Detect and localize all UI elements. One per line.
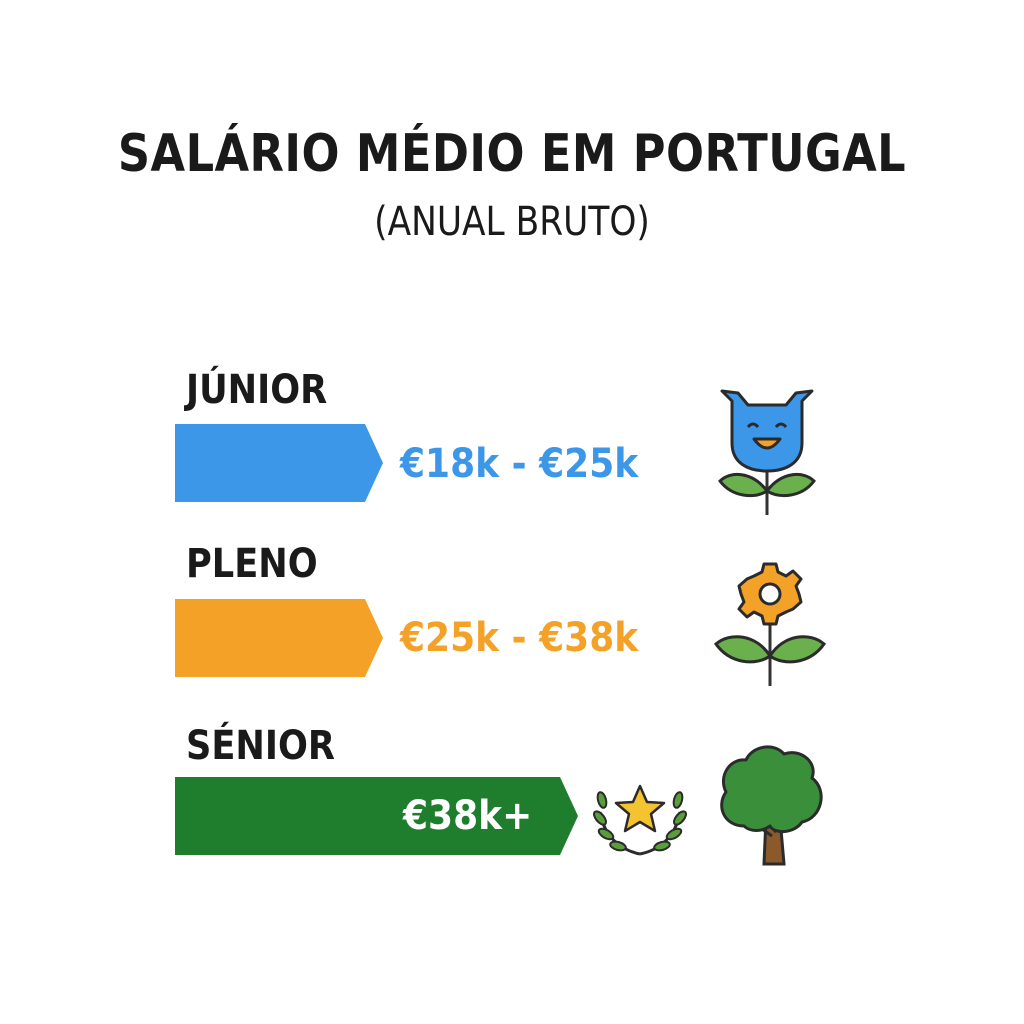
level-label-junior: JÚNIOR: [186, 367, 328, 413]
bar-senior: [175, 777, 580, 855]
level-label-pleno: PLENO: [186, 541, 318, 587]
tree-icon: [720, 745, 823, 866]
level-label-senior: SÉNIOR: [186, 723, 335, 769]
laurel-star-icon: [593, 784, 687, 856]
page-title: SALÁRIO MÉDIO EM PORTUGAL: [117, 124, 907, 184]
range-pleno: €25k - €38k: [400, 615, 639, 661]
gear-flower-icon: [713, 562, 827, 686]
range-senior: €38k+: [403, 793, 533, 839]
bar-junior: [175, 424, 385, 502]
range-junior: €18k - €25k: [400, 441, 639, 487]
page-subtitle: (ANUAL BRUTO): [374, 199, 650, 245]
bar-pleno: [175, 599, 385, 677]
smiling-sprout-icon: [718, 389, 816, 515]
